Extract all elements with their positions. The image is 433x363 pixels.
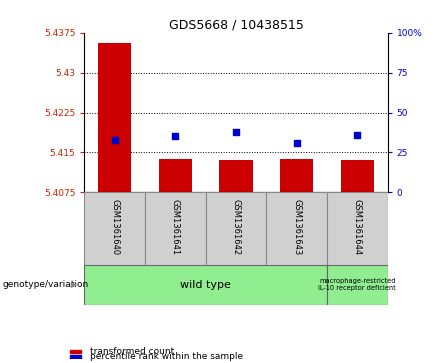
Text: percentile rank within the sample: percentile rank within the sample: [90, 352, 244, 362]
Bar: [266, 192, 327, 265]
Point: [172, 134, 179, 139]
Bar: [158, 159, 192, 192]
Text: macrophage-restricted
IL-10 receptor deficient: macrophage-restricted IL-10 receptor def…: [318, 278, 396, 291]
Text: GSM1361641: GSM1361641: [171, 199, 180, 255]
Bar: [327, 192, 388, 265]
Bar: [70, 355, 81, 358]
Title: GDS5668 / 10438515: GDS5668 / 10438515: [168, 19, 304, 32]
Bar: [145, 192, 206, 265]
Text: wild type: wild type: [180, 280, 231, 290]
Text: GSM1361644: GSM1361644: [353, 199, 362, 255]
Text: transformed count: transformed count: [90, 347, 175, 356]
Bar: [98, 43, 132, 192]
Bar: [220, 160, 253, 192]
Bar: [84, 192, 145, 265]
Point: [354, 132, 361, 138]
Text: GSM1361642: GSM1361642: [232, 199, 240, 255]
Bar: [84, 265, 327, 305]
Point: [233, 129, 239, 135]
Text: GSM1361640: GSM1361640: [110, 199, 119, 255]
Point: [293, 140, 300, 146]
Point: [111, 137, 118, 143]
Text: GSM1361643: GSM1361643: [292, 199, 301, 255]
Bar: [206, 192, 266, 265]
Bar: [340, 160, 374, 192]
Text: genotype/variation: genotype/variation: [2, 281, 88, 289]
Bar: [327, 265, 388, 305]
Bar: [70, 350, 81, 353]
Bar: [280, 159, 313, 192]
